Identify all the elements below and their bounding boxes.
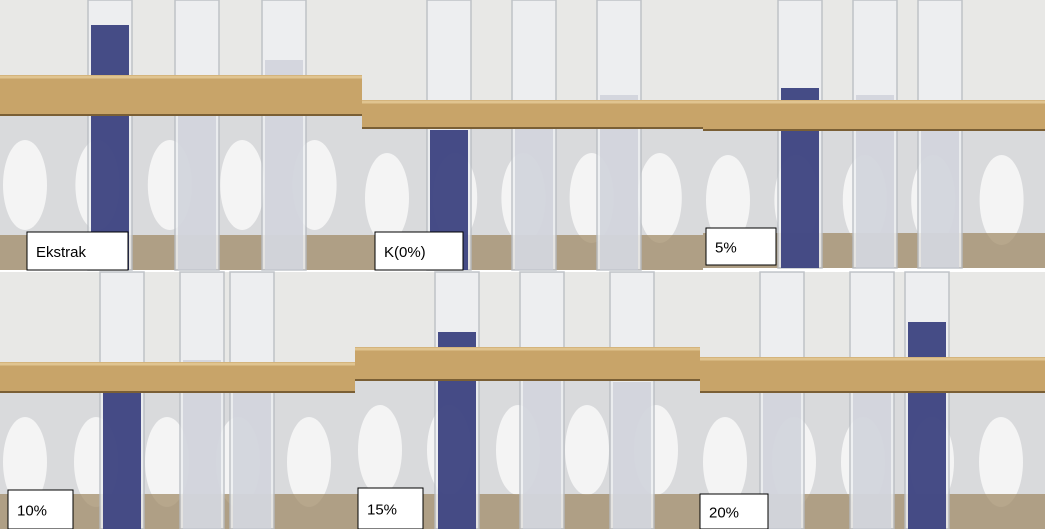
rack-hole xyxy=(638,153,682,243)
tube-liquid xyxy=(515,125,553,270)
rack-hole xyxy=(979,417,1023,507)
tube-liquid xyxy=(853,382,891,529)
panel-label: 20% xyxy=(709,504,739,521)
wooden-shelf xyxy=(362,100,703,128)
tube-liquid xyxy=(178,110,216,270)
rack-hole xyxy=(980,155,1024,245)
wooden-shelf xyxy=(700,357,1045,392)
wooden-shelf xyxy=(703,100,1045,130)
photo-panel: 15% xyxy=(355,272,700,529)
panel-label: 15% xyxy=(367,501,397,518)
photo-panel: K(0%) xyxy=(362,0,703,270)
tube-liquid xyxy=(763,392,801,529)
rack-hole xyxy=(365,153,409,243)
rack-hole xyxy=(220,140,264,230)
wooden-shelf xyxy=(0,362,355,392)
photo-panel: 10% xyxy=(0,272,355,529)
rack-hole xyxy=(358,405,402,495)
wooden-shelf xyxy=(355,347,700,380)
tube-liquid xyxy=(908,322,946,529)
tube-liquid xyxy=(613,382,651,529)
photo-panel: 5% xyxy=(703,0,1045,268)
tube-liquid xyxy=(921,130,959,268)
rack-hole xyxy=(565,405,609,495)
panel-label: K(0%) xyxy=(384,244,426,261)
rack-hole xyxy=(287,417,331,507)
tube-liquid xyxy=(523,372,561,529)
panel-label: 5% xyxy=(715,239,737,256)
wooden-shelf xyxy=(0,75,362,115)
rack-hole xyxy=(3,140,47,230)
panel-label: Ekstrak xyxy=(36,244,87,261)
photo-panel: Ekstrak xyxy=(0,0,362,270)
tube-liquid xyxy=(233,392,271,529)
photo-panel: 20% xyxy=(700,272,1045,529)
photo-grid: Ekstrak K(0%) 5% 10% 15% 20% xyxy=(0,0,1045,529)
upper-wall xyxy=(0,272,355,362)
panel-label: 10% xyxy=(17,502,47,519)
